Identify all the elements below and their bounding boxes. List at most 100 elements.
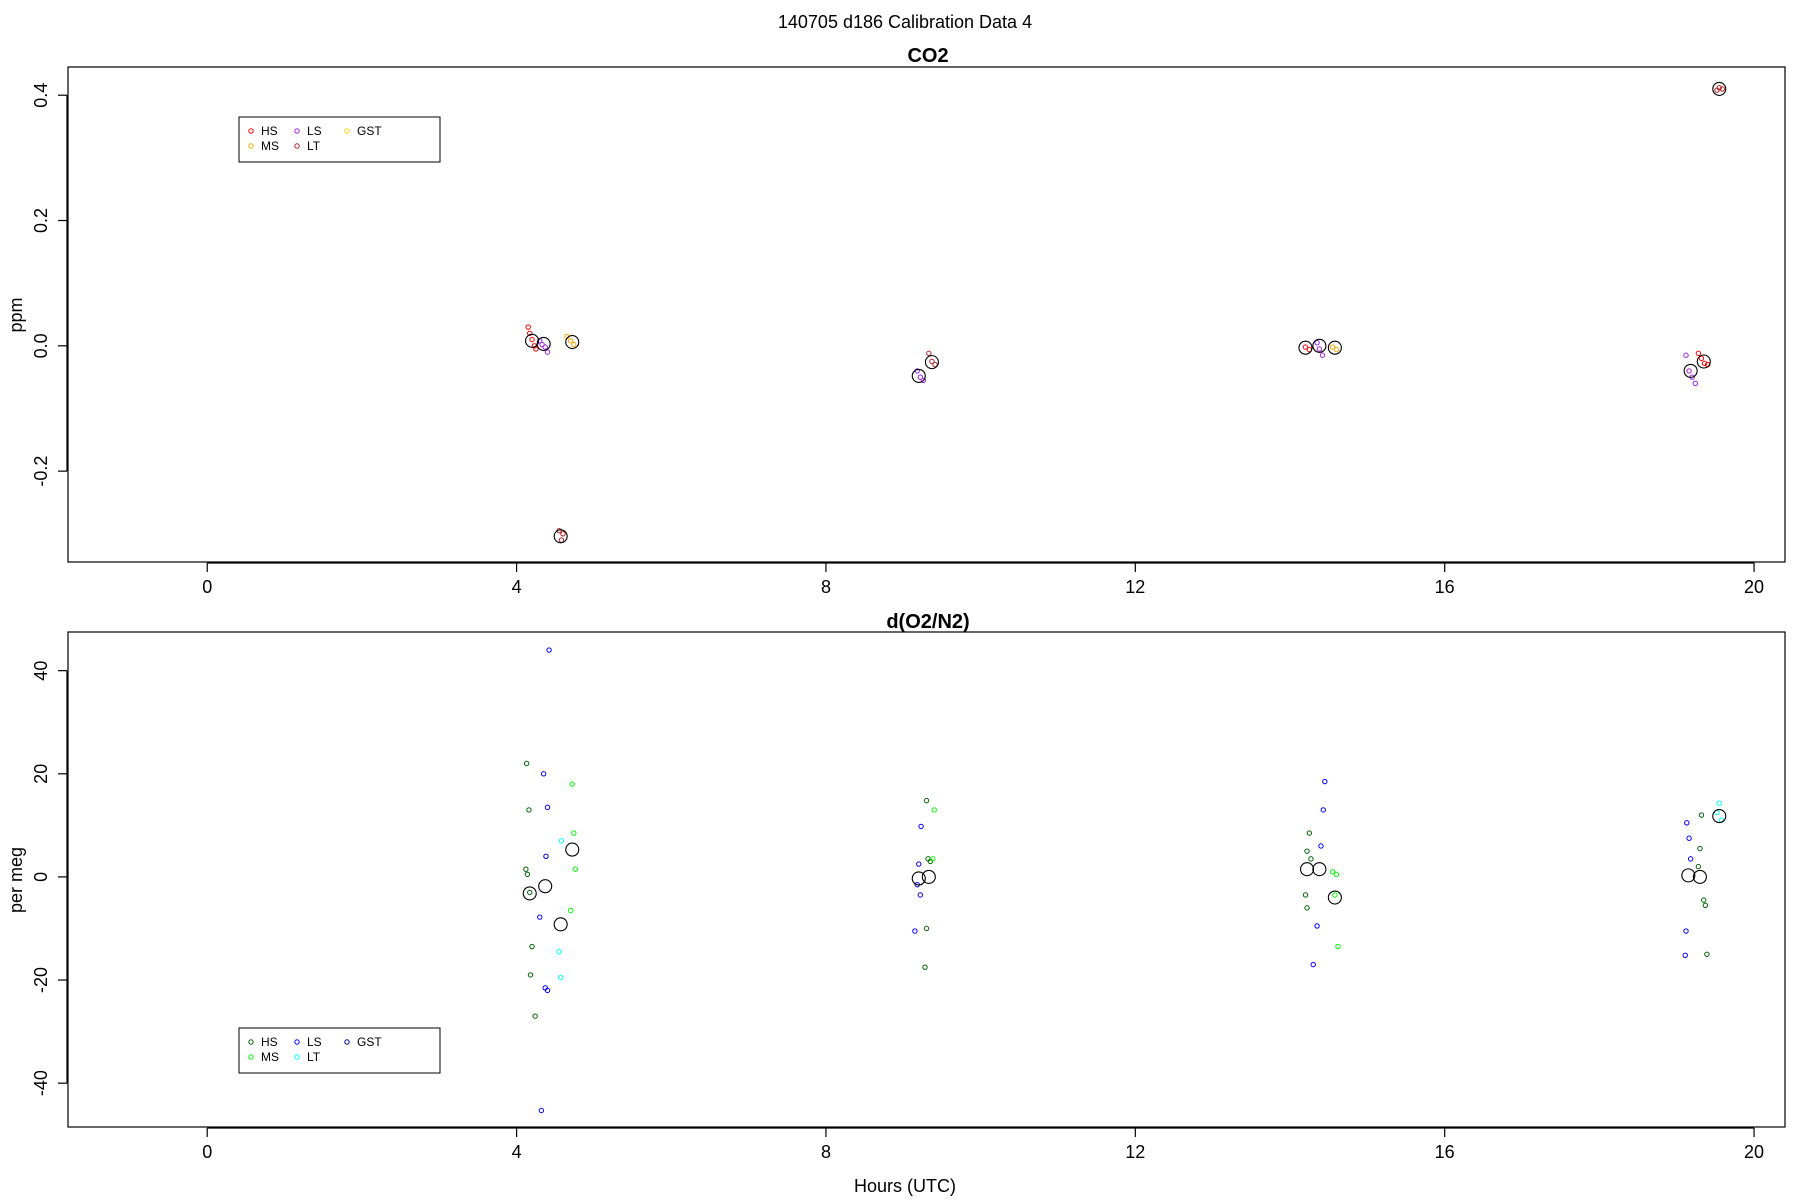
co2-point-lt (560, 531, 566, 537)
o2n2-point-ms (572, 866, 579, 872)
co2-point-lt (1716, 84, 1722, 91)
co2-mean-marker-ls (1312, 338, 1327, 353)
o2n2-x-axis-label: Hours (UTC) (854, 1176, 956, 1196)
o2n2-mean-marker-ls (1312, 862, 1327, 877)
o2n2-point-ls (1320, 807, 1326, 813)
o2n2-x-tick-label: 20 (1744, 1142, 1764, 1162)
o2n2-point-ls (1682, 952, 1688, 958)
co2-legend-marker-ms (248, 143, 254, 149)
o2n2-y-tick-label: 20 (31, 764, 51, 784)
o2n2-mean-marker-ls (911, 871, 926, 886)
o2n2-mean-marker-hs (1692, 869, 1707, 884)
o2n2-point-hs (532, 1013, 538, 1019)
o2n2-point-ms (569, 781, 575, 787)
co2-mean-marker-lt (924, 355, 939, 370)
o2n2-point-hs (1304, 848, 1310, 854)
co2-mean-marker-hs (1696, 354, 1711, 369)
o2n2-y-tick-label: -40 (31, 1070, 51, 1096)
co2-point-ls (542, 344, 548, 350)
co2-x-tick-label: 20 (1744, 577, 1764, 597)
o2n2-mean-marker-ls (1681, 868, 1696, 883)
o2n2-point-ls (546, 647, 552, 653)
co2-legend-marker-ls (294, 128, 300, 134)
o2n2-x-tick-label: 12 (1125, 1142, 1145, 1162)
o2n2-plot-frame (67, 631, 1786, 1128)
o2n2-point-hs (922, 964, 928, 970)
o2n2-point-ls (917, 892, 924, 898)
o2n2-point-ls (1684, 820, 1690, 826)
co2-x-tick-label: 8 (821, 577, 831, 597)
co2-legend-label-gst: GST (357, 124, 382, 138)
co2-point-ls (1692, 380, 1698, 387)
co2-legend-box (238, 116, 441, 163)
co2-point-ls (917, 374, 924, 380)
co2-mean-marker-lt (1712, 81, 1727, 96)
co2-plot-frame (67, 66, 1786, 563)
co2-mean-marker-hs (1298, 340, 1313, 355)
co2-point-ls (1314, 339, 1320, 346)
o2n2-point-ls (918, 823, 924, 830)
co2-legend-label-hs: HS (261, 124, 278, 138)
o2n2-x-tick-label: 8 (821, 1142, 831, 1162)
co2-mean-marker-ls (1683, 363, 1698, 378)
co2-panel-title: CO2 (907, 45, 948, 67)
co2-y-tick-label: 0.0 (31, 333, 51, 358)
co2-point-hs (533, 346, 539, 352)
o2n2-point-ls (1314, 923, 1320, 929)
o2n2-point-ls (1322, 778, 1328, 785)
o2n2-mean-marker-ms (565, 842, 580, 857)
co2-point-lt (932, 361, 938, 368)
o2n2-y-axis-label: per meg (6, 847, 26, 913)
co2-y-tick-label: 0.2 (31, 208, 51, 233)
o2n2-point-hs (1697, 845, 1703, 852)
o2n2-panel: d(O2/N2) per meg Hours (UTC) 0 4 8 12 16 20 -4… (6, 611, 1786, 1196)
o2n2-point-hs (524, 871, 531, 878)
o2n2-point-hs (523, 760, 530, 767)
co2-x-tick-label: 0 (202, 577, 212, 597)
co2-legend-marker-lt (294, 143, 300, 149)
co2-point-lt (558, 537, 565, 543)
o2n2-point-ls (540, 771, 547, 777)
co2-mean-marker-ms (565, 335, 580, 350)
o2n2-point-hs (1702, 902, 1709, 908)
o2n2-point-ls (916, 861, 922, 867)
o2n2-y-tick-label: 40 (31, 661, 51, 681)
co2-y-axis-label: ppm (6, 297, 26, 332)
o2n2-point-lt (556, 948, 562, 955)
o2n2-point-ls (537, 914, 543, 920)
o2n2-point-lt (558, 838, 565, 844)
o2n2-point-ms (1329, 869, 1336, 875)
o2n2-point-lt (557, 974, 564, 981)
o2n2-point-ls (912, 928, 918, 934)
co2-legend-label-lt: LT (307, 139, 321, 153)
co2-point-lt (926, 350, 932, 357)
o2n2-point-ls (1686, 835, 1692, 841)
o2n2-point-ms (1333, 871, 1340, 878)
co2-legend-label-ls: LS (307, 124, 322, 138)
co2-y-tick-label: -0.2 (31, 456, 51, 487)
o2n2-point-hs (1701, 897, 1707, 903)
o2n2-legend-label-gst: GST (357, 1035, 382, 1049)
o2n2-x-tick-label: 0 (202, 1142, 212, 1162)
o2n2-point-hs (1302, 892, 1309, 898)
o2n2-mean-marker-ls (538, 879, 553, 894)
o2n2-point-hs (527, 889, 533, 896)
o2n2-point-ls (543, 853, 549, 859)
o2n2-legend-marker-gst (344, 1039, 350, 1045)
co2-y-tick-label: 0.4 (31, 83, 51, 108)
co2-point-hs (1698, 355, 1705, 362)
o2n2-point-hs (1704, 951, 1710, 957)
o2n2-point-ls (1687, 856, 1694, 862)
o2n2-legend-marker-ls (294, 1039, 300, 1045)
o2n2-panel-title: d(O2/N2) (886, 611, 969, 633)
co2-point-hs (525, 324, 531, 330)
co2-point-hs (1302, 344, 1309, 350)
o2n2-point-ms (931, 807, 937, 813)
o2n2-point-ms (571, 830, 577, 836)
co2-legend-marker-gst (344, 128, 350, 134)
o2n2-mean-marker-ms (1327, 890, 1342, 905)
co2-point-ms (571, 341, 577, 348)
